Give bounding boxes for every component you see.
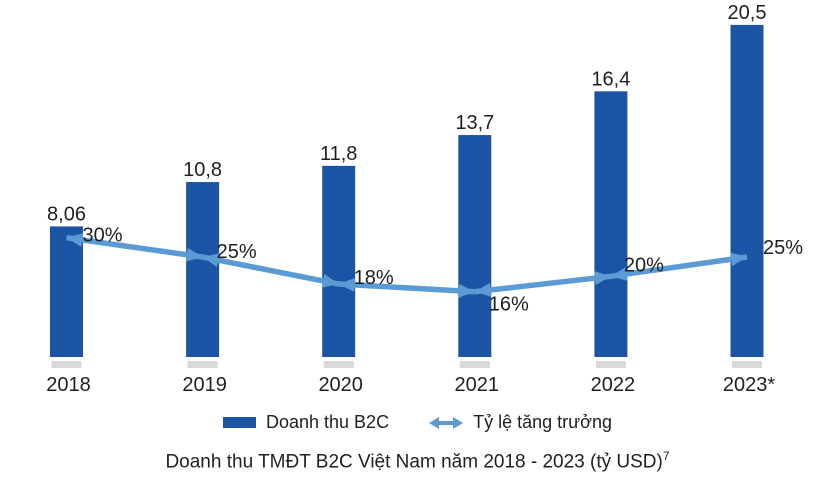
growth-value-label: 20%	[624, 254, 664, 276]
bar-value-label: 11,8	[320, 143, 357, 165]
bar-value-label: 10,8	[183, 159, 222, 181]
bar-base-mark	[187, 361, 218, 368]
growth-line-segment	[202, 254, 340, 287]
bar-2020	[322, 165, 356, 357]
bar-2018	[50, 226, 83, 357]
caption-superscript: 7	[662, 449, 670, 463]
bar-value-label: 20,5	[728, 2, 767, 24]
bar-2023	[730, 24, 764, 358]
growth-line-segment	[474, 273, 612, 295]
growth-value-label: 30%	[83, 225, 123, 247]
x-axis-label: 2022	[591, 374, 636, 396]
x-axis-label: 2020	[318, 374, 363, 396]
combo-chart-plot: 8,06 2018 10,8 2019 11,8 2020 13,7 2021 16,4 2022…	[46, 2, 803, 396]
double-arrow-icon	[429, 416, 464, 429]
x-axis-label: 2021	[455, 374, 500, 396]
x-axis-label: 2018	[46, 374, 91, 396]
growth-line-arrowhead	[458, 283, 475, 298]
caption-text: Doanh thu TMĐT B2C Việt Nam năm 2018 - 2…	[165, 451, 663, 473]
growth-line-arrowhead	[610, 267, 628, 281]
legend-item-growth: Tỷ lệ tăng trưởng	[429, 412, 612, 433]
growth-line-arrowhead	[338, 277, 356, 292]
growth-line-arrowhead	[594, 271, 611, 286]
growth-value-label: 25%	[763, 237, 803, 259]
growth-line-segment	[338, 281, 475, 295]
growth-line-arrowhead	[321, 274, 339, 288]
growth-value-label: 16%	[489, 294, 529, 316]
growth-line-segment	[610, 254, 748, 280]
growth-line-arrowhead	[474, 282, 492, 297]
bar-base-mark	[323, 361, 354, 368]
bar-value-label: 16,4	[591, 68, 630, 90]
legend-label-growth: Tỷ lệ tăng trưởng	[473, 412, 612, 432]
growth-line-arrowhead	[185, 247, 203, 262]
growth-line-arrowhead	[730, 252, 747, 267]
bar-2021	[458, 135, 492, 357]
bar-base-mark	[595, 361, 626, 368]
bar-base-mark	[459, 361, 490, 368]
chart-legend: Doanh thu B2C Tỷ lệ tăng trưởng	[0, 412, 835, 433]
bar-2019	[186, 182, 220, 357]
bar-base-mark	[732, 361, 762, 368]
chart-caption: Doanh thu TMĐT B2C Việt Nam năm 2018 - 2…	[0, 449, 835, 473]
bar-value-label: 8,06	[47, 203, 86, 225]
bar-series-swatch-icon	[222, 417, 256, 428]
x-axis-label: 2019	[182, 374, 227, 396]
bar-base-mark	[51, 361, 82, 368]
legend-item-revenue: Doanh thu B2C	[222, 412, 390, 433]
x-axis-label: 2023*	[723, 374, 775, 396]
growth-value-label: 25%	[217, 241, 257, 263]
growth-value-label: 18%	[354, 267, 394, 289]
legend-label-revenue: Doanh thu B2C	[265, 412, 390, 432]
growth-line-arrowhead	[202, 253, 220, 267]
bar-2022	[594, 91, 628, 357]
growth-line-arrowhead	[66, 233, 84, 247]
growth-line-segment	[66, 234, 203, 260]
bar-value-label: 13,7	[455, 112, 494, 134]
